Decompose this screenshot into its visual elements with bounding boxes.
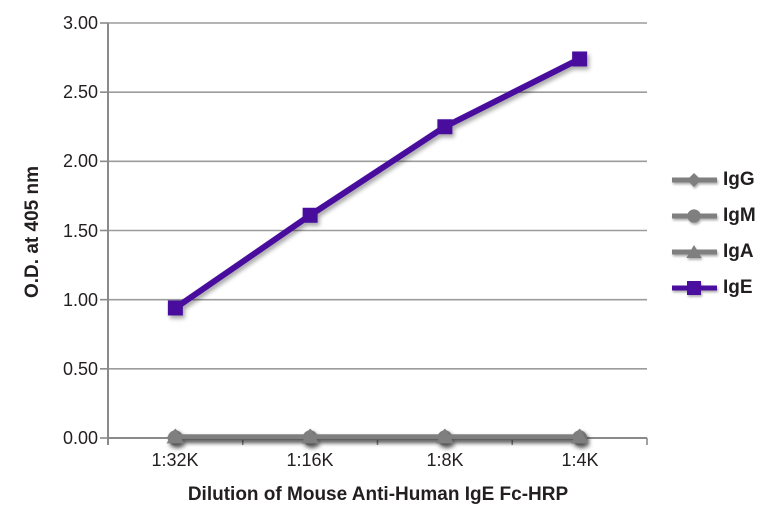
legend-marker-IgM xyxy=(687,209,701,223)
series-line-IgE xyxy=(173,56,581,311)
igg-diamond-marker-icon xyxy=(672,173,717,187)
x-tick-label: 1:8K xyxy=(426,450,464,470)
y-tick-label: 0.00 xyxy=(62,428,98,448)
igm-circle-marker-icon xyxy=(672,209,717,223)
marker-IgA-1:16K xyxy=(301,428,319,444)
iga-triangle-marker-icon xyxy=(672,245,717,258)
y-axis-title: O.D. at 405 nm xyxy=(22,166,43,298)
marker-IgA-1:4K xyxy=(570,428,589,444)
legend-label: IgG xyxy=(723,169,755,190)
legend-item-iga: IgA xyxy=(670,241,754,263)
ige-square-marker-icon xyxy=(672,281,717,295)
marker-IgE-1:32K xyxy=(167,300,183,316)
marker-IgE-1:4K xyxy=(572,51,588,67)
marker-IgE-1:8K xyxy=(437,119,453,135)
y-tick-label: 2.50 xyxy=(62,82,98,103)
legend-item-ige: IgE xyxy=(670,277,753,299)
y-tick-label: 1.00 xyxy=(62,289,98,310)
marker-IgE-1:16K xyxy=(302,207,318,223)
x-tick-label: 1:32K xyxy=(151,450,199,470)
legend-marker-IgE xyxy=(687,281,701,295)
legend-item-igg: IgG xyxy=(670,169,755,191)
y-tick-label: 1.50 xyxy=(62,220,98,241)
legend-label: IgM xyxy=(723,205,756,226)
x-axis-title: Dilution of Mouse Anti-Human IgE Fc-HRP xyxy=(187,484,569,505)
legend-label: IgE xyxy=(723,277,753,298)
legend-marker-IgG xyxy=(687,173,701,187)
legend-marker-IgA xyxy=(686,245,702,258)
x-tick-label: 1:16K xyxy=(286,450,334,470)
y-tick-label: 0.50 xyxy=(62,358,98,379)
marker-IgA-1:32K xyxy=(166,428,185,444)
series-IgA xyxy=(166,428,589,444)
legend-label: IgA xyxy=(723,241,754,262)
series-IgE xyxy=(167,51,588,316)
marker-IgA-1:8K xyxy=(436,428,454,444)
legend-item-igm: IgM xyxy=(670,205,756,227)
y-tick-label: 2.00 xyxy=(62,151,98,172)
y-tick-label: 3.00 xyxy=(62,13,98,33)
x-tick-label: 1:4K xyxy=(561,450,599,470)
